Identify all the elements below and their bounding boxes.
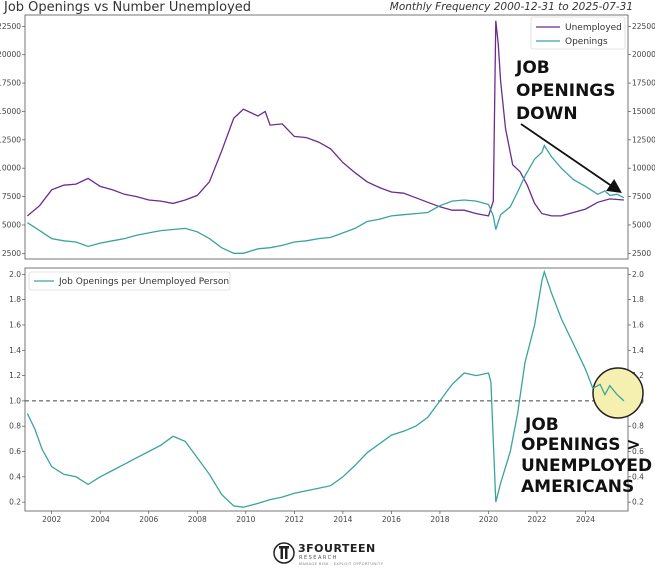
bottom-y-tick-label-right: 1.6	[632, 320, 644, 329]
logo-tagline: MANAGE RISK · EXPLOIT OPPORTUNITY	[299, 562, 384, 566]
bottom-annotation: JOB OPENINGS > UNEMPLOYED AMERICANS	[521, 415, 652, 497]
top-y-ticks-right: 2500 5000 7500 10000 12500 15000 17500 20000 225…	[628, 22, 655, 258]
bottom-x-tick-label: 2014	[333, 515, 352, 524]
bottom-annotation-line-1: JOB	[524, 415, 559, 435]
top-y-tick-label-right: 10000	[632, 164, 655, 173]
top-annotation-line-2: OPENINGS	[516, 81, 616, 101]
ratio-series-line	[26, 269, 625, 508]
bottom-y-tick-label: 1.4	[9, 346, 21, 355]
bottom-x-tick-label: 2022	[527, 515, 546, 524]
bottom-x-tick-label: 2010	[236, 515, 255, 524]
legend-label-openings: Openings	[565, 37, 608, 47]
bottom-y-tick-label-right: 2.0	[632, 270, 644, 279]
bottom-x-tick-label: 2020	[479, 515, 498, 524]
legend-label-ratio: Job Openings per Unemployed Person	[58, 277, 229, 287]
bottom-y-tick-label-right: 1.4	[632, 346, 644, 355]
bottom-y-ticks-right: 0.20.40.60.81.01.21.41.61.82.0	[628, 270, 644, 507]
top-annotation-line-3: DOWN	[516, 104, 578, 124]
bottom-x-tick-label: 2012	[285, 515, 304, 524]
top-y-tick-label: 15000	[0, 107, 21, 116]
top-y-tick-label: 22500	[0, 22, 21, 31]
bottom-annotation-line-4: AMERICANS	[521, 477, 634, 497]
top-y-tick-label-right: 22500	[632, 22, 655, 31]
top-y-tick-label-right: 15000	[632, 107, 655, 116]
highlight-circle	[592, 367, 644, 419]
bottom-y-tick-label: 1.6	[9, 320, 21, 329]
bottom-y-tick-label: 1.0	[9, 396, 21, 405]
bottom-y-tick-label-right: 0.2	[632, 498, 644, 507]
openings-series-line	[27, 144, 625, 254]
bottom-x-tick-label: 2002	[42, 515, 61, 524]
top-annotation: JOB OPENINGS DOWN	[515, 58, 622, 194]
bottom-y-tick-label: 1.8	[9, 295, 21, 304]
top-y-tick-label: 17500	[0, 79, 21, 88]
bottom-y-tick-label: 0.2	[9, 498, 21, 507]
chart-subtitle: Monthly Frequency 2000-12-31 to 2025-07-…	[389, 1, 633, 13]
top-y-tick-label: 2500	[2, 249, 21, 258]
bottom-y-tick-label-right: 0.8	[632, 422, 644, 431]
top-y-tick-label-right: 20000	[632, 50, 655, 59]
bottom-annotation-line-3: UNEMPLOYED	[521, 456, 652, 476]
bottom-y-tick-label: 1.2	[9, 371, 21, 380]
chart-title: Job Openings vs Number Unemployed	[4, 0, 252, 15]
top-legend: Unemployed Openings	[530, 16, 626, 50]
top-y-tick-label: 10000	[0, 164, 21, 173]
top-y-tick-label-right: 2500	[632, 249, 651, 258]
bottom-y-tick-label: 0.6	[9, 447, 21, 456]
bottom-x-ticks: 2002 2004 2006 2008 2010 2012 2014 2016 2018 2020…	[42, 511, 595, 524]
top-y-tick-label: 5000	[2, 220, 21, 229]
top-y-tick-label-right: 5000	[632, 220, 651, 229]
bottom-x-tick-label: 2004	[91, 515, 110, 524]
top-y-tick-label: 20000	[0, 50, 21, 59]
bottom-x-tick-label: 2018	[430, 515, 449, 524]
unemployed-series-line	[26, 20, 624, 217]
top-y-ticks-left: 2500 5000 7500 10000 12500 15000 17500 20000 225…	[0, 22, 25, 258]
logo-name: 3FOURTEEN	[298, 542, 376, 555]
top-y-tick-label-right: 17500	[632, 79, 655, 88]
bottom-y-tick-label: 2.0	[9, 270, 21, 279]
bottom-y-tick-label: 0.4	[9, 472, 21, 481]
bottom-x-tick-label: 2016	[382, 515, 401, 524]
bottom-annotation-line-2: OPENINGS >	[521, 435, 641, 455]
annotation-arrow	[520, 123, 622, 194]
logo: 3FOURTEEN RESEARCH MANAGE RISK · EXPLOIT…	[273, 542, 384, 566]
bottom-x-tick-label: 2006	[139, 515, 158, 524]
top-y-tick-label-right: 7500	[632, 192, 651, 201]
logo-icon	[273, 542, 295, 564]
bottom-y-tick-label-right: 1.2	[632, 371, 644, 380]
logo-sub: RESEARCH	[299, 555, 338, 561]
top-y-tick-label: 12500	[0, 135, 21, 144]
bottom-y-tick-label-right: 1.8	[632, 295, 644, 304]
bottom-y-ticks-left: 0.2 0.4 0.6 0.8 1.0 1.2 1.4 1.6 1.8 2.0	[9, 270, 25, 507]
top-y-tick-label-right: 12500	[632, 135, 655, 144]
bottom-legend: Job Openings per Unemployed Person	[28, 271, 231, 291]
bottom-y-tick-label: 0.8	[9, 422, 21, 431]
bottom-x-tick-label: 2024	[576, 515, 595, 524]
top-y-tick-label: 7500	[2, 192, 21, 201]
bottom-x-tick-label: 2008	[188, 515, 207, 524]
legend-label-unemployed: Unemployed	[565, 23, 622, 33]
bottom-y-tick-label-right: 0.6	[632, 447, 644, 456]
top-annotation-line-1: JOB	[515, 58, 550, 78]
top-panel-frame	[24, 14, 629, 260]
bottom-y-tick-label-right: 0.4	[632, 472, 644, 481]
